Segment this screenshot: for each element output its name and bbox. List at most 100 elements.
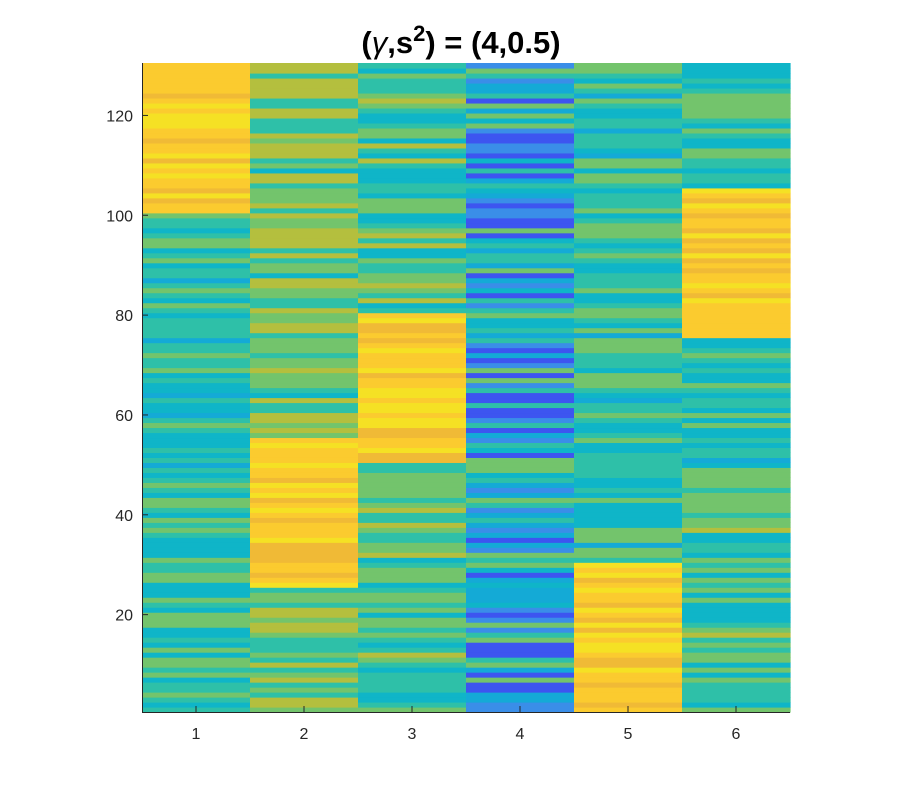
heatmap-cell [466,462,575,468]
heatmap-cell [682,117,791,124]
heatmap-cell [682,622,791,628]
heatmap-cell [682,257,791,264]
heatmap-cell [358,547,467,553]
heatmap-cell [142,337,251,344]
heatmap-cell [682,347,791,354]
heatmap-cell [142,162,251,169]
heatmap-cell [142,277,251,284]
heatmap-cell [682,642,791,648]
heatmap-cell [682,412,791,419]
heatmap-cell [574,172,683,179]
heatmap-cell [466,142,575,149]
heatmap-cell [466,282,575,289]
heatmap-cell [358,312,467,319]
heatmap-cell [682,572,791,578]
heatmap-cell [682,492,791,498]
heatmap-cell [142,697,251,703]
heatmap-cell [250,627,359,633]
heatmap-cell [358,87,467,94]
heatmap-cell [466,167,575,174]
heatmap-cell [142,102,251,109]
heatmap-cell [358,272,467,279]
heatmap-cell [574,387,683,394]
heatmap-cell [574,322,683,329]
heatmap-cell [682,137,791,144]
heatmap-cell [142,192,251,199]
heatmap-cell [142,92,251,99]
heatmap-cell [142,292,251,299]
heatmap-cell [142,312,251,319]
heatmap-cell [574,292,683,299]
heatmap-cell [358,462,467,468]
heatmap-cell [142,107,251,114]
heatmap-cell [358,467,467,473]
heatmap-cell [682,97,791,104]
heatmap-cell [142,282,251,289]
heatmap-cell [250,187,359,194]
heatmap-cell [574,382,683,389]
heatmap-cell [466,702,575,708]
heatmap-cell [358,602,467,608]
heatmap-cell [358,417,467,424]
title-open: ( [361,25,372,60]
heatmap-cell [574,362,683,369]
heatmap-cell [142,667,251,673]
x-tick-label: 6 [732,726,741,743]
heatmap-cell [682,577,791,583]
heatmap-cell [250,192,359,199]
heatmap-cell [142,702,251,708]
heatmap-cell [358,342,467,349]
heatmap-cell [142,532,251,538]
heatmap-cell [682,557,791,563]
heatmap-cell [358,637,467,643]
heatmap-cell [466,512,575,518]
heatmap-cell [250,137,359,144]
heatmap-cell [466,422,575,429]
heatmap-cell [358,222,467,229]
heatmap-cell [358,502,467,508]
heatmap-cell [250,312,359,319]
heatmap-cell [358,432,467,439]
heatmap-cell [466,627,575,633]
heatmap-cell [358,112,467,119]
heatmap-cell [466,652,575,658]
heatmap-cell [466,132,575,139]
heatmap-cell [466,152,575,159]
heatmap-cell [574,632,683,638]
heatmap-cell [682,477,791,483]
heatmap-cell [466,452,575,458]
heatmap-cell [466,637,575,643]
heatmap-cell [358,612,467,618]
heatmap-cell [466,577,575,583]
heatmap-cell [574,592,683,598]
heatmap-cell [358,452,467,458]
heatmap-cell [250,72,359,79]
heatmap-cell [142,167,251,174]
heatmap-cell [466,657,575,663]
heatmap-cell [358,597,467,603]
heatmap-cell [250,117,359,124]
heatmap-cell [466,287,575,294]
heatmap-cell [142,577,251,583]
heatmap-cell [250,63,359,69]
heatmap-cell [682,592,791,598]
heatmap-cell [466,692,575,698]
heatmap-cell [574,182,683,189]
heatmap-cell [358,687,467,693]
heatmap-cell [466,467,575,473]
heatmap-cell [466,117,575,124]
heatmap-cell [142,307,251,314]
x-tick-label: 4 [516,726,525,743]
heatmap-cell [466,492,575,498]
heatmap-cell [250,487,359,493]
heatmap-cell [142,117,251,124]
heatmap-cell [358,142,467,149]
heatmap-cell [142,582,251,588]
heatmap-cell [466,137,575,144]
heatmap-cell [142,682,251,688]
heatmap-cell [574,667,683,673]
heatmap-cell [250,427,359,434]
heatmap-cell [142,262,251,269]
heatmap-cell [466,582,575,588]
heatmap-cell [682,177,791,184]
